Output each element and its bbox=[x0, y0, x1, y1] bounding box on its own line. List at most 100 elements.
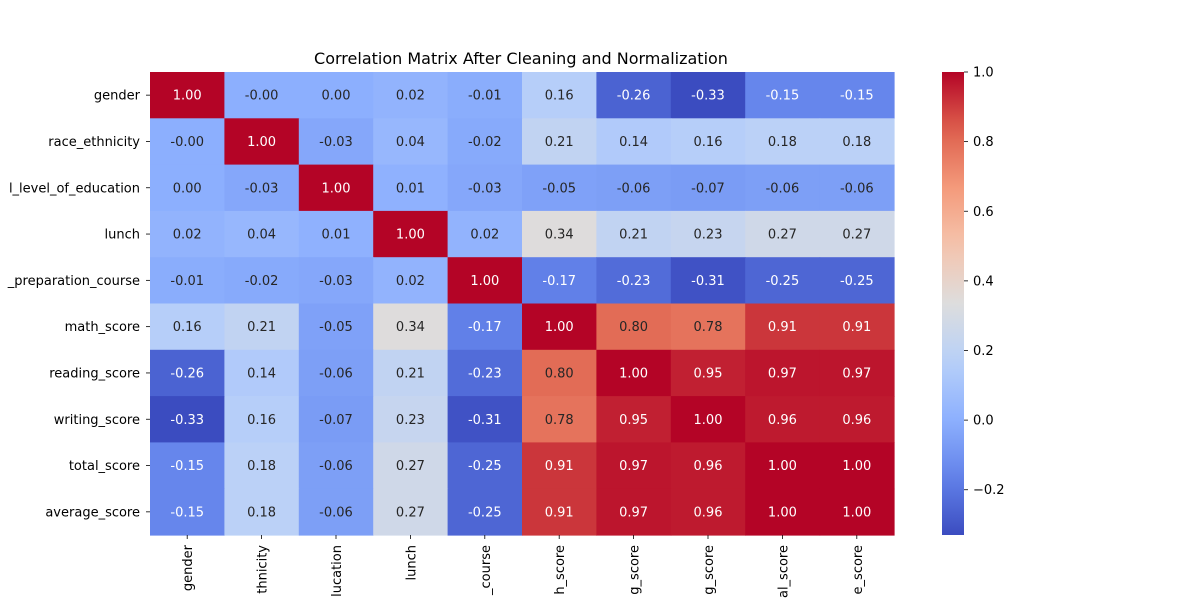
heatmap-cell bbox=[745, 303, 821, 351]
heatmap-cell bbox=[373, 210, 449, 258]
heatmap-cell bbox=[447, 257, 523, 305]
colorbar-tick-label: 0.8 bbox=[973, 135, 994, 150]
x-axis-tick-label: g_score bbox=[628, 545, 643, 595]
heatmap-cell-label: 0.27 bbox=[768, 228, 797, 243]
heatmap-cell bbox=[373, 164, 449, 212]
heatmap-cell bbox=[745, 257, 821, 305]
heatmap-cell bbox=[224, 164, 300, 212]
heatmap-cell bbox=[373, 257, 449, 305]
heatmap-cell bbox=[150, 164, 225, 212]
heatmap-cell bbox=[150, 349, 225, 397]
y-axis-tick-label: reading_score bbox=[49, 366, 140, 381]
heatmap-cell-label: -0.15 bbox=[840, 89, 874, 104]
colorbar-tick-label: 1.0 bbox=[973, 66, 994, 81]
heatmap-cell bbox=[373, 349, 449, 397]
heatmap-cell-label: 0.23 bbox=[694, 228, 723, 243]
heatmap-cell-label: -0.31 bbox=[468, 413, 502, 428]
heatmap-cell-label: -0.02 bbox=[245, 274, 279, 289]
heatmap-cell-label: -0.03 bbox=[319, 274, 353, 289]
heatmap-cell bbox=[150, 303, 225, 351]
heatmap-cell bbox=[150, 396, 225, 443]
heatmap-cell bbox=[522, 442, 597, 490]
heatmap-cell bbox=[522, 396, 597, 443]
heatmap-cell-label: -0.26 bbox=[617, 89, 651, 104]
heatmap-cell bbox=[819, 257, 895, 305]
heatmap-cell bbox=[298, 257, 374, 305]
heatmap-cell bbox=[373, 72, 449, 119]
heatmap-cell-label: -0.33 bbox=[691, 89, 725, 104]
heatmap-cell-label: 0.91 bbox=[545, 505, 574, 520]
x-axis-tick-label: h_score bbox=[553, 545, 568, 595]
heatmap-cell bbox=[447, 488, 523, 536]
x-axis-tick-label: al_score bbox=[776, 545, 791, 598]
heatmap-cell bbox=[298, 396, 374, 443]
heatmap-cell-labels: 1.00 -0.00 0.00 0.02 -0.01 0.16 -0.26 -0.33 -0.1… bbox=[170, 89, 873, 521]
y-axis-tick-label: race_ethnicity bbox=[48, 135, 140, 150]
heatmap-cell bbox=[819, 118, 895, 166]
heatmap-cell bbox=[447, 442, 523, 490]
heatmap-cell bbox=[745, 442, 821, 490]
heatmap-cell bbox=[447, 72, 523, 119]
heatmap-cell-label: -0.05 bbox=[319, 320, 353, 335]
heatmap-cell bbox=[373, 303, 449, 351]
heatmap-cell-label: 1.00 bbox=[173, 89, 202, 104]
heatmap-cell bbox=[522, 164, 597, 212]
heatmap-cell-label: 0.18 bbox=[768, 135, 797, 150]
heatmap-cell-label: -0.31 bbox=[691, 274, 725, 289]
heatmap-cell bbox=[596, 396, 672, 443]
heatmap-cell-label: -0.15 bbox=[170, 459, 204, 474]
heatmap-cell bbox=[447, 349, 523, 397]
heatmap-cell-label: 1.00 bbox=[768, 459, 797, 474]
heatmap-cell bbox=[150, 72, 225, 119]
heatmap-cell bbox=[819, 210, 895, 258]
heatmap-cell bbox=[447, 210, 523, 258]
heatmap-cell-label: 0.14 bbox=[247, 366, 276, 381]
heatmap-cell bbox=[670, 164, 746, 212]
heatmap-cell bbox=[819, 488, 895, 536]
heatmap-cell-label: -0.33 bbox=[170, 413, 204, 428]
heatmap-cell-label: 0.97 bbox=[619, 505, 648, 520]
heatmap-cell-label: -0.25 bbox=[766, 274, 800, 289]
heatmap-cell-label: 0.04 bbox=[247, 228, 276, 243]
heatmap-cell bbox=[150, 488, 225, 536]
heatmap-cell-label: 0.91 bbox=[768, 320, 797, 335]
heatmap-cell-label: 0.27 bbox=[396, 459, 425, 474]
heatmap-cell bbox=[745, 210, 821, 258]
heatmap-cell-label: 0.16 bbox=[694, 135, 723, 150]
heatmap-cell-label: 0.96 bbox=[842, 413, 871, 428]
heatmap-cell bbox=[447, 164, 523, 212]
colorbar: −0.2 0.0 0.2 0.4 0.6 0.8 1.0 bbox=[942, 66, 1005, 535]
heatmap-cell bbox=[150, 118, 225, 166]
heatmap-cell-label: -0.25 bbox=[468, 459, 502, 474]
heatmap-cell bbox=[522, 488, 597, 536]
heatmap-cell bbox=[596, 257, 672, 305]
heatmap-cell-label: -0.23 bbox=[468, 366, 502, 381]
heatmap-cell-label: -0.05 bbox=[542, 181, 576, 196]
heatmap-cell bbox=[670, 118, 746, 166]
heatmap-cell-label: 0.21 bbox=[545, 135, 574, 150]
heatmap-cell-label: 0.16 bbox=[173, 320, 202, 335]
y-axis-tick-label: average_score bbox=[45, 505, 140, 520]
heatmap-cell bbox=[447, 303, 523, 351]
y-axis-tick-label: writing_score bbox=[54, 413, 140, 428]
heatmap-cell-label: -0.03 bbox=[245, 181, 279, 196]
heatmap-cell bbox=[596, 303, 672, 351]
heatmap-cell-label: 0.02 bbox=[396, 89, 425, 104]
heatmap-cell bbox=[670, 72, 746, 119]
heatmap-cell bbox=[745, 488, 821, 536]
heatmap-cell bbox=[150, 442, 225, 490]
heatmap-cell-label: -0.00 bbox=[170, 135, 204, 150]
heatmap-cell bbox=[373, 442, 449, 490]
heatmap-cell-label: 1.00 bbox=[396, 228, 425, 243]
heatmap-cell-label: 0.96 bbox=[694, 505, 723, 520]
y-axis-tick-label: gender bbox=[94, 89, 141, 104]
heatmap-cell-label: -0.07 bbox=[691, 181, 725, 196]
y-axis-tick-labels: gender race_ethnicity l_level_of_education… bbox=[7, 89, 141, 521]
heatmap-cell-label: 0.27 bbox=[396, 505, 425, 520]
x-axis-tick-label: _course bbox=[479, 545, 494, 596]
colorbar-tick-label: 0.6 bbox=[973, 205, 994, 220]
heatmap-cell bbox=[596, 164, 672, 212]
heatmap-cell bbox=[596, 349, 672, 397]
heatmap-cell bbox=[819, 303, 895, 351]
